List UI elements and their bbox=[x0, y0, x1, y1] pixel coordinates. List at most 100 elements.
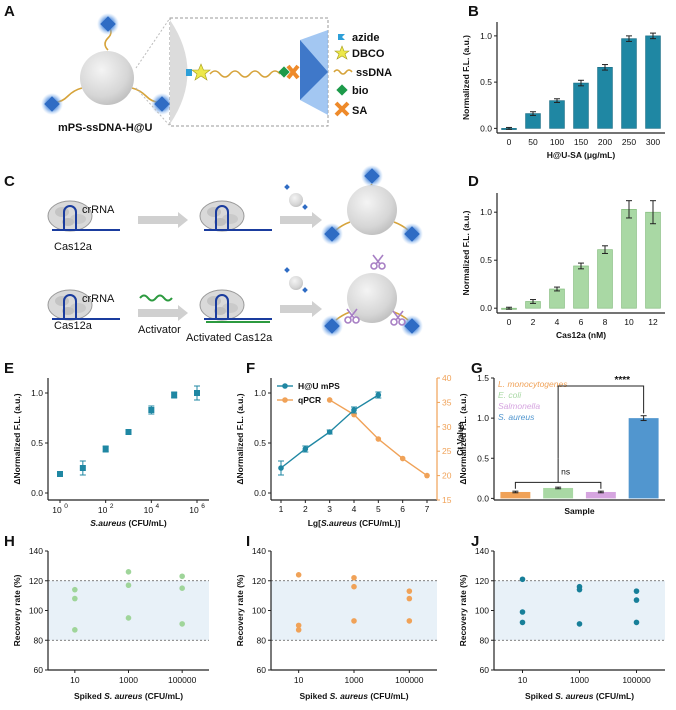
cas12a-bottom-row: crRNA Cas12a Activator Activated Cas12a bbox=[47, 254, 423, 344]
data-point bbox=[102, 446, 109, 452]
hu-mps-point bbox=[326, 429, 333, 435]
x-tick-label: 10 bbox=[518, 675, 528, 685]
y-tick-label: 100 bbox=[252, 606, 266, 616]
y-tick-label-right: 15 bbox=[442, 495, 452, 505]
svg-text:SA: SA bbox=[352, 105, 367, 117]
chart-panel-h: H 10 1000 100000 60 80 100 120 140 Recovery rate … bbox=[4, 533, 209, 701]
y-tick-label-right: 30 bbox=[442, 422, 452, 432]
legend-item-azide: azide bbox=[338, 32, 380, 44]
legend-item-dbco: DBCO bbox=[334, 45, 385, 60]
y-tick-label: 80 bbox=[257, 635, 267, 645]
chart-panel-g: G 0.0 0.5 1.0 1.5 ΔNormalized F.L. (a.u.) L. m… bbox=[458, 360, 665, 516]
bar bbox=[645, 35, 661, 129]
y-tick-label: 120 bbox=[29, 576, 43, 586]
x-tick-label: 10 bbox=[144, 505, 154, 515]
qpcr-point bbox=[375, 436, 382, 442]
y-axis-label: Recovery rate (%) bbox=[458, 574, 468, 646]
cas12a-top-row: crRNA Cas12a bbox=[47, 165, 423, 253]
svg-text:azide: azide bbox=[352, 32, 380, 44]
legend-item-bio: bio bbox=[336, 84, 369, 97]
data-point bbox=[194, 390, 200, 396]
x-tick-label: 1000 bbox=[345, 675, 364, 685]
panel-letter: E bbox=[4, 360, 14, 377]
y-tick-label: 0.0 bbox=[477, 493, 489, 503]
x-axis-label-rest: (CFU/mL) bbox=[593, 691, 634, 701]
y-tick-label-right: 25 bbox=[442, 446, 452, 456]
y-tick-label: 0.0 bbox=[254, 488, 266, 498]
y-tick-label: 1.0 bbox=[480, 31, 492, 41]
x-tick-label: 10 bbox=[624, 317, 634, 327]
x-tick-label: 100000 bbox=[622, 675, 651, 685]
y-tick-label-right: 35 bbox=[442, 397, 452, 407]
qpcr-point bbox=[424, 472, 430, 479]
y-axis-label: Normalized F.L. (a.u.) bbox=[461, 210, 471, 295]
x-tick-exponent: 6 bbox=[201, 503, 205, 510]
x-tick-label: 2 bbox=[531, 317, 536, 327]
hu-mps-point bbox=[302, 446, 309, 452]
x-tick-label: 50 bbox=[528, 137, 538, 147]
x-tick-label: 10 bbox=[70, 675, 80, 685]
legend-label: H@U mPS bbox=[298, 381, 340, 391]
x-tick-label: 100000 bbox=[168, 675, 197, 685]
x-axis-label-pre: Spiked bbox=[525, 691, 555, 701]
x-tick-label: 10 bbox=[189, 505, 199, 515]
y-tick-label: 1.0 bbox=[31, 388, 43, 398]
data-point bbox=[576, 621, 583, 627]
x-tick-label: 250 bbox=[622, 137, 636, 147]
y-tick-label: 1.5 bbox=[477, 373, 489, 383]
x-tick-label: 200 bbox=[598, 137, 612, 147]
star-icon bbox=[334, 45, 350, 60]
bar bbox=[621, 209, 637, 309]
x-axis-label-rest: (CFU/mL)] bbox=[357, 518, 401, 528]
x-tick-label: 0 bbox=[507, 137, 512, 147]
x-axis-label: Spiked S. aureus (CFU/mL) bbox=[299, 691, 408, 701]
x-axis-label: Lg[S.aureus (CFU/mL)] bbox=[308, 518, 401, 528]
x-tick-label: 8 bbox=[603, 317, 608, 327]
significance-label: ns bbox=[561, 466, 570, 476]
chart-legend: H@U mPS qPCR bbox=[277, 381, 340, 405]
cross-icon bbox=[334, 101, 350, 117]
panel-letter: C bbox=[4, 173, 15, 190]
data-point bbox=[72, 595, 78, 602]
panel-letter: B bbox=[468, 3, 479, 20]
particle-with-dna-illustration bbox=[41, 13, 173, 115]
x-axis-label-pre: Spiked bbox=[299, 691, 329, 701]
y-tick-label: 140 bbox=[29, 546, 43, 556]
data-point bbox=[57, 471, 63, 477]
bar bbox=[597, 67, 613, 129]
hu-mps-point bbox=[375, 392, 382, 398]
data-point bbox=[351, 583, 357, 590]
data-point bbox=[125, 429, 132, 435]
chart-panel-d: D 0 2 4 6 8 10 12 0.0 0.5 1.0 Normalized F.L. (a.u.… bbox=[461, 173, 665, 340]
component-legend: azide DBCO ssDNA bio SA bbox=[333, 32, 392, 117]
y-tick-label: 140 bbox=[475, 546, 489, 556]
y-axis-label: ΔNormalized F.L. (a.u.) bbox=[12, 393, 22, 484]
wave-icon bbox=[333, 69, 353, 75]
x-tick-exponent: 4 bbox=[156, 503, 160, 510]
x-tick-label: 1000 bbox=[119, 675, 138, 685]
data-point bbox=[633, 588, 640, 594]
data-point bbox=[406, 595, 413, 602]
x-axis-label: H@U-SA (μg/mL) bbox=[547, 150, 616, 160]
bar bbox=[585, 491, 616, 499]
y-axis-label: Recovery rate (%) bbox=[235, 574, 245, 646]
data-point bbox=[79, 465, 86, 471]
x-axis-label-rest: (CFU/mL) bbox=[142, 691, 183, 701]
azide-icon bbox=[338, 34, 345, 40]
y-tick-label: 0.5 bbox=[477, 453, 489, 463]
panel-letter: I bbox=[246, 533, 250, 550]
y-tick-label: 0.5 bbox=[480, 77, 492, 87]
bar bbox=[543, 487, 574, 499]
x-tick-label: 3 bbox=[327, 504, 332, 514]
svg-text:Cas12a: Cas12a bbox=[54, 241, 93, 253]
x-axis-label: Cas12a (nM) bbox=[556, 330, 606, 340]
svg-text:crRNA: crRNA bbox=[82, 204, 115, 216]
x-axis-label-italic: S. aureus bbox=[555, 691, 594, 701]
acceptance-band bbox=[271, 580, 437, 641]
chart-panel-b: B 0 50 100 150 200 250 300 0.0 0.5 1.0 Normalized F… bbox=[461, 3, 665, 160]
bar bbox=[500, 491, 531, 499]
x-axis-label-italic: S. aureus bbox=[104, 691, 143, 701]
conjugation-zoom bbox=[170, 20, 328, 124]
